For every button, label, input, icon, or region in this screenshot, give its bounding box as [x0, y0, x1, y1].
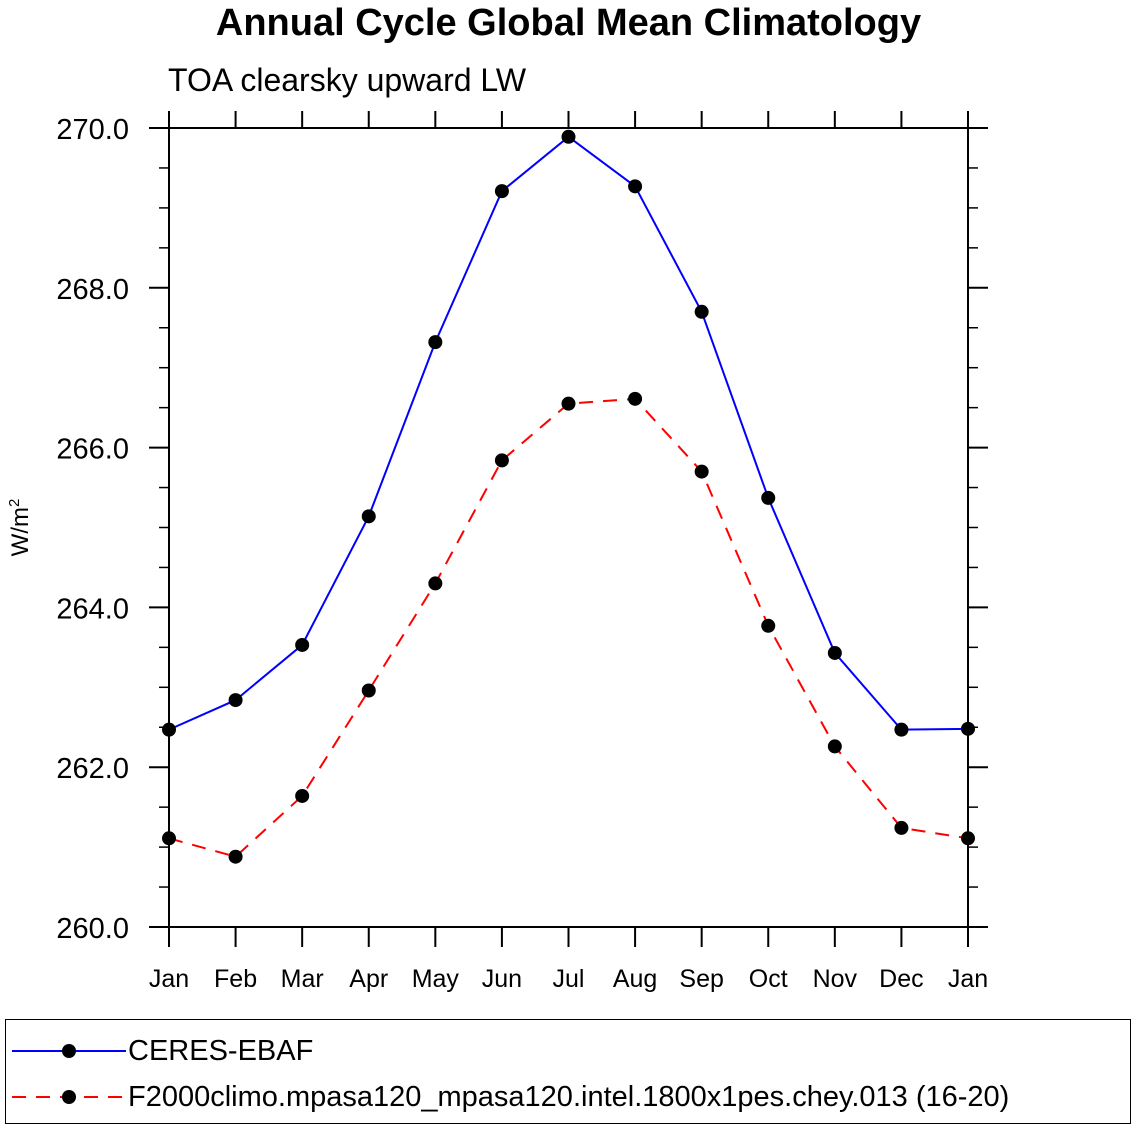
x-tick-label: Jun	[482, 965, 522, 993]
legend-item-ceres: CERES-EBAF	[6, 1028, 313, 1074]
series-line-0	[168, 135, 969, 731]
x-tick-label: Feb	[214, 965, 257, 993]
y-axis-label: W/m2	[6, 499, 34, 557]
series-layer	[162, 129, 975, 864]
data-point	[428, 335, 443, 350]
x-tick-label: Sep	[679, 965, 723, 993]
x-tick-label: Nov	[813, 965, 858, 993]
data-point	[361, 683, 376, 698]
data-point	[228, 693, 243, 708]
legend-label-ceres: CERES-EBAF	[128, 1034, 314, 1067]
data-point	[694, 464, 709, 479]
x-tick-label: Jul	[553, 965, 585, 993]
legend-item-model: F2000climo.mpasa120_mpasa120.intel.1800x…	[6, 1074, 1009, 1120]
x-tick-label: Apr	[349, 965, 388, 993]
x-tick-label: Aug	[613, 965, 657, 993]
y-axis-label-base: W/m	[7, 507, 34, 556]
y-tick-label: 262.0	[56, 753, 129, 785]
x-tick-label: Dec	[879, 965, 923, 993]
data-point	[295, 637, 310, 652]
chart-title: Annual Cycle Global Mean Climatology	[215, 2, 922, 44]
data-point	[894, 722, 909, 737]
data-point	[228, 849, 243, 864]
x-tick-label: Jan	[149, 965, 189, 993]
data-point	[295, 788, 310, 803]
data-point	[428, 576, 443, 591]
x-tick-label: May	[412, 965, 460, 993]
data-point	[694, 304, 709, 319]
data-point	[628, 179, 643, 194]
plot-frame	[168, 127, 969, 928]
data-point	[561, 396, 576, 411]
data-point	[827, 645, 842, 660]
y-tick-label: 264.0	[56, 593, 129, 625]
x-tick-label: Jan	[948, 965, 988, 993]
y-tick-label: 266.0	[56, 434, 129, 466]
data-point	[761, 618, 776, 633]
legend-label-model: F2000climo.mpasa120_mpasa120.intel.1800x…	[128, 1080, 1010, 1113]
data-point	[494, 453, 509, 468]
y-tick-label: 270.0	[56, 114, 129, 146]
legend-swatch-ceres	[12, 1044, 126, 1058]
x-tick-label: Mar	[281, 965, 324, 993]
data-point	[561, 129, 576, 144]
data-point	[361, 509, 376, 524]
x-tick-label: Oct	[749, 965, 788, 993]
axis-ticks	[149, 111, 988, 947]
data-point	[894, 820, 909, 835]
series-line-1	[168, 397, 969, 858]
data-point	[628, 391, 643, 406]
y-tick-label: 260.0	[56, 913, 129, 945]
chart-subtitle: TOA clearsky upward LW	[168, 62, 527, 98]
legend: CERES-EBAF F2000climo.mpasa120_mpasa120.…	[5, 1019, 1131, 1124]
data-point	[494, 184, 509, 199]
y-tick-label: 268.0	[56, 274, 129, 306]
tick-labels: Jan Feb Mar Apr May Jun Jul Aug Sep Oct Nov Dec Jan 2…	[56, 114, 988, 993]
legend-swatch-model	[12, 1090, 126, 1104]
data-point	[761, 490, 776, 505]
y-axis-label-superscript: 2	[6, 499, 23, 507]
chart-canvas: Jan Feb Mar Apr May Jun Jul Aug Sep Oct Nov Dec Jan 2…	[6, 111, 988, 993]
data-point	[827, 739, 842, 754]
